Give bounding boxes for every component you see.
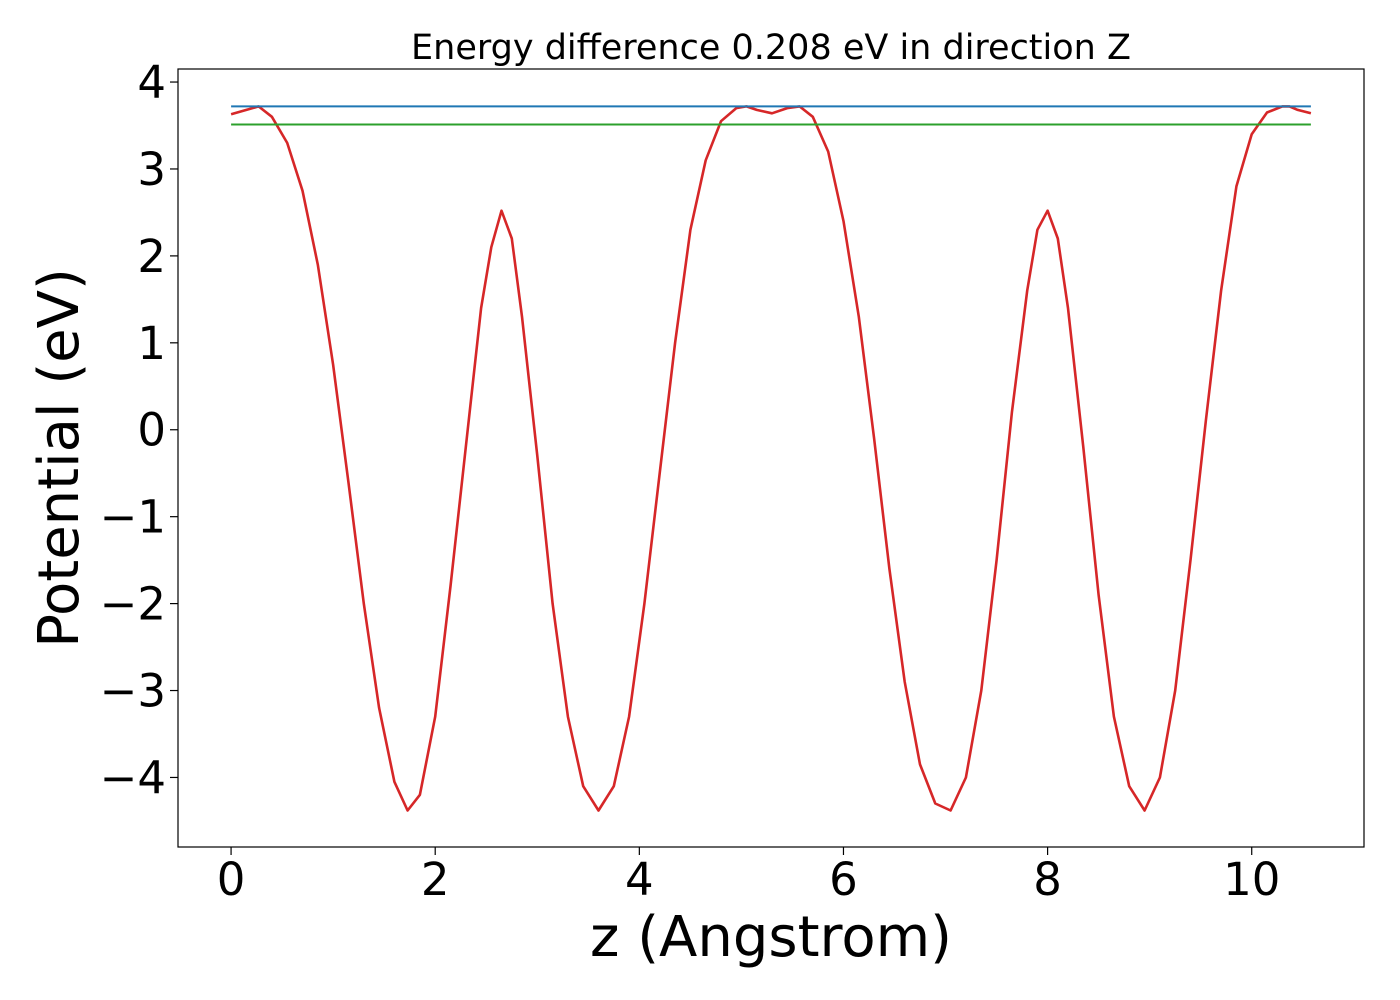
x-axis-label: z (Angstrom) <box>590 905 952 970</box>
x-tick-label: 6 <box>829 853 858 906</box>
y-tick-label: 0 <box>137 404 166 457</box>
y-tick-label: 3 <box>137 143 166 196</box>
y-tick-label: −2 <box>100 578 166 631</box>
y-tick-label: 4 <box>137 56 166 109</box>
plot-frame <box>177 68 1365 848</box>
y-tick-label: −1 <box>100 491 166 544</box>
y-tick-label: 1 <box>137 317 166 370</box>
x-tick-label: 10 <box>1223 853 1280 906</box>
y-tick-label: −3 <box>100 665 166 718</box>
y-axis: −4 −3 −2 −1 0 1 2 3 4 <box>100 56 178 804</box>
series-line-0 <box>230 105 1312 812</box>
y-tick-label: 2 <box>137 230 166 283</box>
chart-title: Energy difference 0.208 eV in direction … <box>411 28 1131 68</box>
x-tick-label: 8 <box>1033 853 1062 906</box>
x-tick-label: 0 <box>217 853 246 906</box>
x-tick-label: 4 <box>625 853 654 906</box>
y-axis-label: Potential (eV) <box>27 268 92 648</box>
y-tick-label: −4 <box>100 751 166 804</box>
plot-lines <box>230 105 1312 812</box>
x-tick-label: 2 <box>421 853 450 906</box>
x-axis: 0 2 4 6 8 10 <box>217 847 1280 906</box>
